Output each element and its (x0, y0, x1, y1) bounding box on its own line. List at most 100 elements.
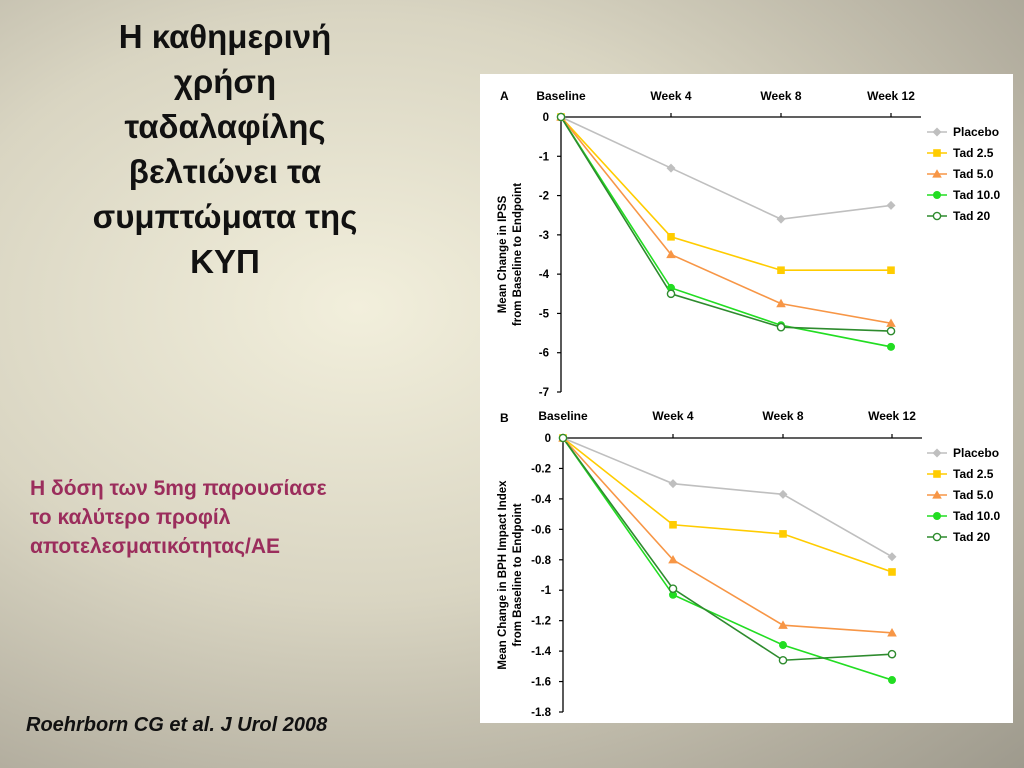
data-point (887, 266, 895, 275)
y-axis-label: from Baseline to Endpoint (512, 503, 524, 646)
legend-label: Placebo (953, 125, 999, 139)
data-point (778, 620, 788, 629)
series-line (562, 437, 893, 681)
data-point (667, 283, 675, 292)
legend-label: Tad 20 (953, 530, 990, 544)
y-tick-label: -4 (539, 269, 550, 281)
data-point (887, 552, 897, 562)
figure-panel: A 0 -1 -2 -3 -4 -5 -6 -7 Baseline Week 4 Week 8 Week… (480, 74, 1013, 723)
legend-label: Tad 2.5 (953, 146, 994, 160)
data-point (886, 318, 896, 327)
title-line: χρήση (173, 63, 277, 100)
chart-panel-a: A 0 -1 -2 -3 -4 -5 -6 -7 Baseline Week 4 Week 8 Week… (497, 89, 1000, 399)
data-point (888, 676, 896, 685)
x-tick-label: Week 12 (867, 89, 915, 103)
y-tick-label: -3 (539, 230, 549, 242)
series-line (560, 116, 892, 332)
note-line: το καλύτερο προφίλ (30, 506, 231, 529)
legend-marker (933, 191, 941, 199)
panel-label: A (500, 89, 509, 103)
data-point (887, 342, 895, 351)
y-axis-label: Mean Change in IPSS (497, 195, 509, 313)
data-point (779, 641, 787, 650)
y-axis-label: from Baseline to Endpoint (512, 183, 524, 326)
series-line (562, 437, 893, 558)
y-tick-label: 0 (543, 112, 549, 124)
note-line: Η δόση των 5mg παρουσίασε (30, 477, 327, 500)
y-tick-label: -0.4 (531, 494, 551, 506)
legend-label: Tad 10.0 (953, 188, 1000, 202)
y-tick-label: -1.2 (531, 616, 551, 628)
data-point (668, 554, 678, 564)
y-tick-label: -1.4 (531, 646, 551, 658)
legend-label: Tad 5.0 (953, 488, 994, 502)
chart-panel-b: B 0 -0.2 -0.4 -0.6 -0.8 -1 -1.2 -1.4 -1.6 -1.8 Base… (497, 409, 1000, 719)
panel-label: B (500, 411, 509, 425)
x-tick-label: Week 8 (762, 409, 803, 423)
series-line (560, 116, 892, 220)
legend-marker (933, 470, 941, 478)
legend-label: Placebo (953, 446, 999, 460)
y-tick-label: -2 (539, 191, 549, 203)
legend-marker (932, 211, 942, 221)
x-tick-label: Week 8 (760, 89, 801, 103)
data-point (886, 326, 896, 336)
data-point (776, 322, 786, 332)
x-tick-label: Baseline (538, 409, 588, 423)
data-point (776, 298, 786, 308)
data-point (779, 530, 787, 538)
x-tick-label: Baseline (536, 89, 586, 103)
data-point (887, 628, 897, 637)
x-tick-label: Week 12 (868, 409, 916, 423)
title-line: ταδαλαφίλης (124, 108, 326, 145)
data-point (556, 112, 566, 122)
series-line (560, 116, 892, 325)
legend-marker (932, 532, 942, 542)
data-point (778, 489, 788, 499)
data-point (777, 266, 785, 275)
citation: Roehrborn CG et al. J Urol 2008 (26, 714, 328, 736)
title-line: βελτιώνει τα (128, 153, 322, 190)
data-point (778, 655, 788, 665)
x-tick-label: Week 4 (652, 409, 693, 423)
charts-svg: A 0 -1 -2 -3 -4 -5 -6 -7 Baseline Week 4 Week 8 Week… (497, 89, 1000, 719)
y-axis-label: Mean Change in BPH Impact Index (497, 480, 509, 670)
data-point (669, 520, 677, 529)
data-point (887, 649, 897, 659)
title-line: συμπτώματα της (92, 198, 358, 235)
data-point (888, 568, 896, 576)
data-point (667, 233, 675, 241)
legend-marker (933, 512, 941, 520)
data-point (669, 590, 677, 599)
y-tick-label: -5 (539, 308, 550, 320)
y-tick-label: 0 (545, 433, 551, 445)
y-tick-label: -0.6 (531, 524, 551, 536)
legend-label: Tad 20 (953, 209, 990, 223)
data-point (668, 479, 678, 489)
data-point (558, 433, 568, 443)
data-point (666, 163, 676, 173)
y-tick-label: -7 (539, 387, 549, 399)
legend-label: Tad 5.0 (953, 167, 994, 181)
data-point (666, 289, 676, 299)
data-point (886, 200, 896, 210)
y-tick-label: -6 (539, 348, 549, 360)
legend-marker (932, 169, 942, 178)
data-point (666, 249, 676, 259)
x-tick-label: Week 4 (650, 89, 691, 103)
legend-marker (932, 127, 942, 137)
note-line: αποτελεσματικότητας/ΑΕ (30, 535, 281, 558)
y-tick-label: -0.8 (531, 555, 551, 567)
series-line (560, 116, 891, 272)
legend-marker (932, 448, 942, 458)
series-line (560, 116, 892, 348)
y-tick-label: -1.6 (531, 677, 551, 689)
title-line: ΚΥΠ (190, 243, 260, 280)
data-point (776, 214, 786, 224)
legend-marker (933, 149, 941, 157)
series-line (562, 437, 893, 662)
title-line: Η καθημερινή (118, 18, 332, 55)
y-tick-label: -1 (539, 151, 550, 163)
data-point (668, 584, 678, 594)
series-line (562, 437, 893, 634)
